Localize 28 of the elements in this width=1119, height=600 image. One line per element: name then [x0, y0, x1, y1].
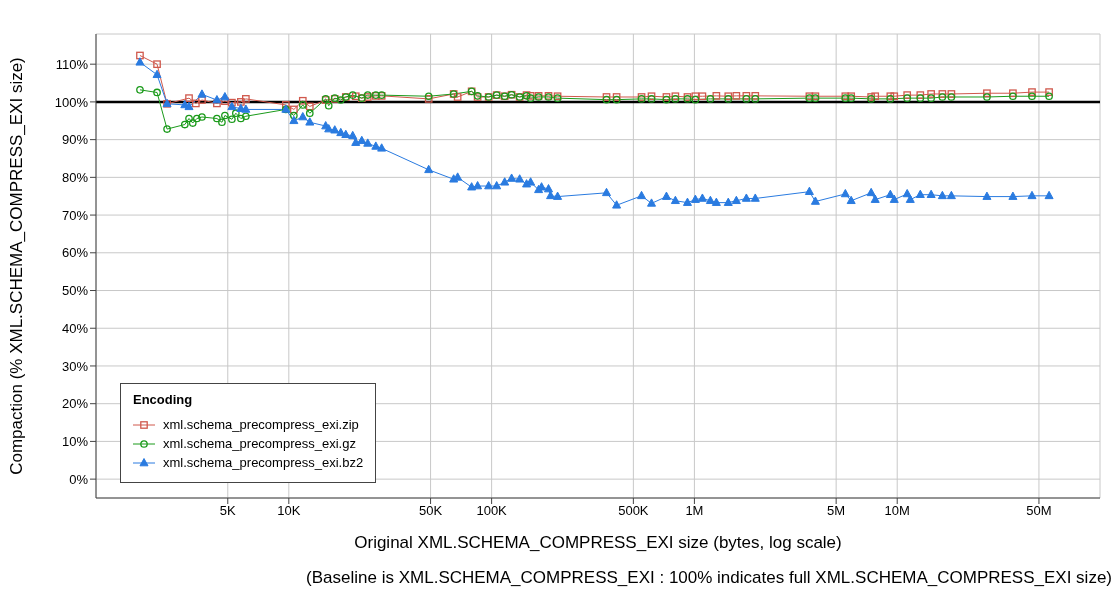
legend-label: xml.schema_precompress_exi.gz [163, 436, 356, 451]
y-tick-label: 60% [61, 245, 89, 261]
y-tick-label: 110% [55, 56, 89, 72]
x-tick-label: 5K [219, 503, 237, 519]
x-tick-label: 50M [1026, 503, 1052, 519]
x-tick-label: 5M [827, 503, 846, 519]
legend-label: xml.schema_precompress_exi.bz2 [163, 455, 364, 470]
x-tick-label: 1M [685, 503, 704, 519]
x-tick-label: 10M [884, 503, 910, 519]
x-tick-label: 100K [476, 503, 508, 519]
y-tick-label: 80% [61, 169, 89, 185]
y-tick-label: 0% [69, 471, 89, 487]
x-tick-label: 10K [277, 503, 301, 519]
text: (Baseline is XML.SCHEMA_COMPRESS_EXI : 100% indicates full XML.SCHEMA_COMPRESS_EXI size) [305, 568, 1113, 588]
x-tick-label: 50K [418, 503, 443, 519]
legend-title: Encoding [133, 392, 194, 407]
y-tick-label: 10% [61, 434, 89, 450]
y-tick-label: 20% [61, 396, 89, 412]
y-tick-label: 40% [61, 320, 89, 336]
x-tick-label: 500K [618, 503, 649, 519]
y-tick-label: 90% [61, 132, 89, 148]
legend-label: xml.schema_precompress_exi.zip [163, 417, 359, 432]
y-tick-label: 50% [61, 283, 89, 299]
y-tick-label: 100% [54, 94, 89, 110]
y-tick-label: 70% [61, 207, 89, 223]
x-axis-title: Original XML.SCHEMA_COMPRESS_EXI size (bytes, log scale) [354, 533, 842, 552]
y-axis-title: Compaction (% XML.SCHEMA_COMPRESS_EXI size) [7, 57, 27, 475]
y-tick-label: 30% [61, 358, 89, 374]
